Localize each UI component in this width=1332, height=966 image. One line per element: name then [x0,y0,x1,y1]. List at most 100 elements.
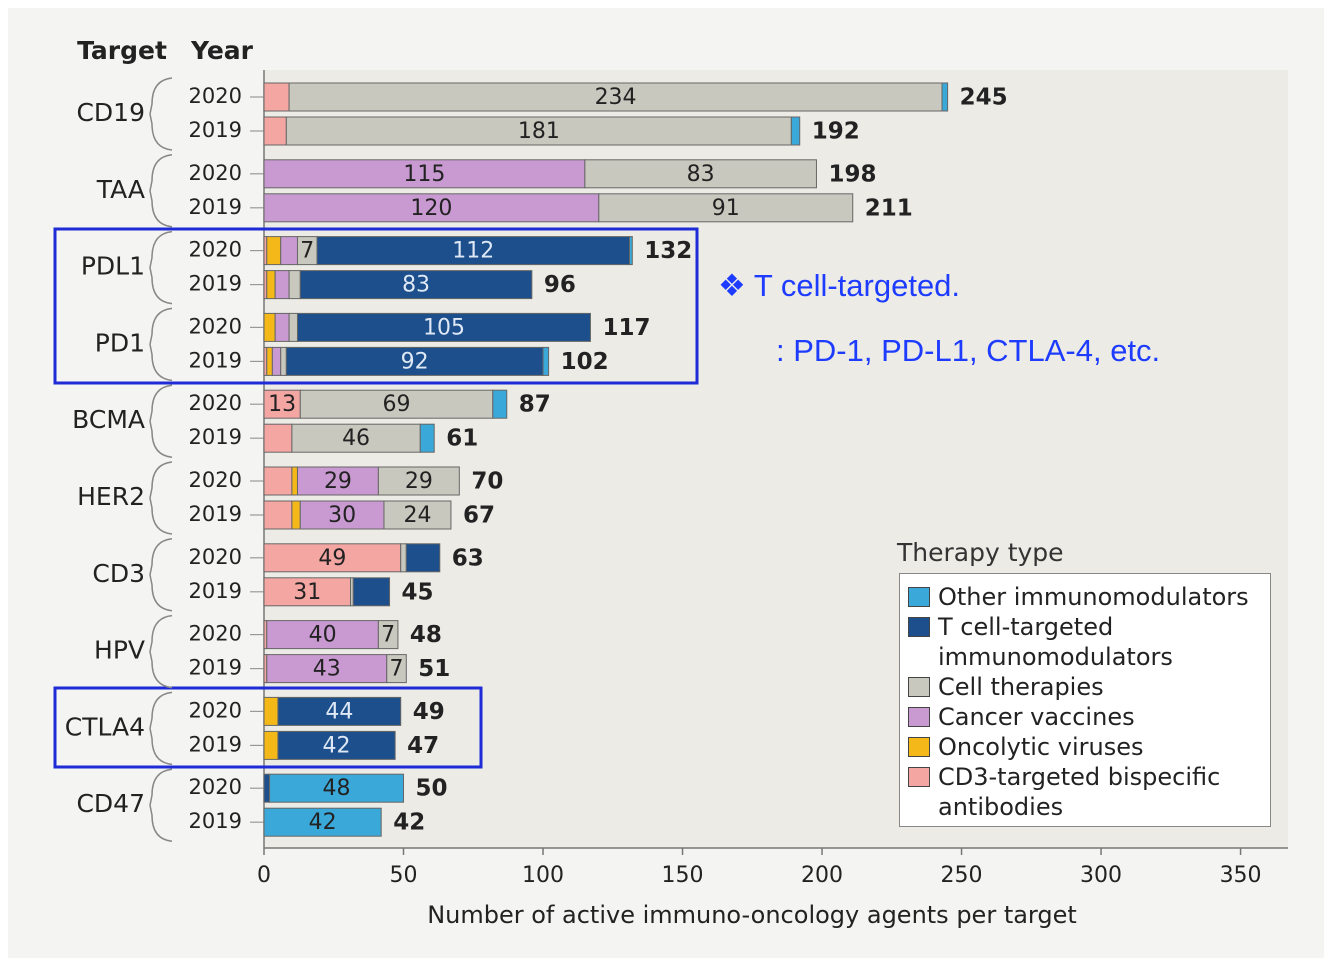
group-label: BCMA [72,405,145,434]
value-label: 40 [309,623,337,648]
y-tick-label: 2019 [189,425,242,449]
total-label: 67 [463,503,495,529]
y-tick-label: 2020 [189,468,242,492]
legend-swatch [908,677,930,697]
header: Year [190,36,254,65]
bar-segment [285,116,792,146]
brace [149,768,173,842]
bar-segment [405,543,441,573]
highlight-box [53,227,699,385]
y-tick-label: 2020 [189,698,242,722]
y-tick-label: 2020 [189,84,242,108]
total-label: 245 [960,85,1008,111]
group-label: TAA [96,175,145,204]
brace [149,307,173,382]
value-label: 42 [323,733,351,758]
total-label: 45 [402,579,434,605]
x-tick-label: 50 [390,863,418,888]
bar-segment [296,466,379,496]
annotation: ❖ T cell-targeted. [718,268,961,303]
value-label: 29 [405,469,433,494]
legend-label: CD3-targeted bispecific antibodies [938,763,1221,821]
total-label: 48 [410,622,442,648]
bar-segment [266,270,276,300]
bar-segment [291,423,421,453]
bar-segment [352,577,391,607]
bar-segment [263,500,293,530]
x-tick-label: 0 [257,863,271,888]
value-label: 42 [309,810,337,835]
value-label: 120 [410,196,452,221]
x-tick-label: 200 [801,863,843,888]
total-label: 63 [452,545,484,571]
bar-segment [263,116,287,146]
brace [149,230,173,305]
brace [149,384,173,458]
header: Target [77,36,167,65]
value-label: 105 [423,315,465,340]
group-label: PD1 [95,328,145,357]
bar-segment [288,270,301,300]
bar-segment [291,500,301,530]
value-label: 92 [401,349,429,374]
bar-segment [299,500,385,530]
legend-label: Cell therapies [938,673,1104,701]
legend-entry: Oncolytic viruses [908,732,1264,762]
value-label: 7 [300,239,314,264]
y-tick-label: 2020 [189,622,242,646]
x-axis-label: Number of active immuno-oncology agents … [427,901,1077,929]
y-tick-label: 2019 [189,732,242,756]
value-label: 48 [323,776,351,801]
group-label: CD19 [76,98,145,127]
value-label: 115 [403,162,445,187]
y-tick-label: 2019 [189,348,242,372]
y-tick-label: 2020 [189,161,242,185]
bar-segment [296,312,591,342]
bar-segment [299,389,494,419]
legend-swatch [908,767,930,787]
bar-segment [542,346,550,376]
y-tick-label: 2020 [189,238,242,262]
bar-segment [492,389,508,419]
bar-segment [266,620,379,650]
legend-title: Therapy type [897,538,1064,567]
value-label: 44 [325,699,353,724]
total-label: 70 [471,469,503,495]
group-label: HPV [94,636,145,665]
total-label: 61 [446,426,478,452]
bar-segment [266,346,273,376]
bar-segment [377,466,460,496]
bar-segment [263,696,279,726]
value-label: 7 [390,657,404,682]
y-tick-label: 2019 [189,195,242,219]
value-label: 234 [595,85,637,110]
value-label: 112 [452,239,494,264]
bar-segment [263,423,293,453]
bar-segment [299,270,533,300]
legend-label: Other immunomodulators [938,583,1249,611]
annotation: : PD-1, PD-L1, CTLA-4, etc. [776,333,1161,368]
bar-segment [288,82,943,112]
value-label: 7 [381,623,395,648]
group-label: CD47 [76,789,145,818]
bar-segment [291,466,298,496]
brace [149,691,173,766]
group-label: CD3 [92,559,145,588]
bar-segment [419,423,435,453]
bar-segment [316,236,631,266]
brace [149,77,173,151]
y-tick-label: 2020 [189,775,242,799]
total-label: 51 [418,656,450,682]
bar-segment [598,193,854,223]
bar-segment [274,312,290,342]
bar-segment [280,346,287,376]
legend-swatch [908,587,930,607]
bar-segment [269,773,405,803]
bar-segment [941,82,949,112]
bar-segment [277,730,396,760]
bar-segment [263,193,600,223]
total-label: 42 [393,810,425,836]
x-tick-label: 150 [662,863,704,888]
brace [149,154,173,228]
